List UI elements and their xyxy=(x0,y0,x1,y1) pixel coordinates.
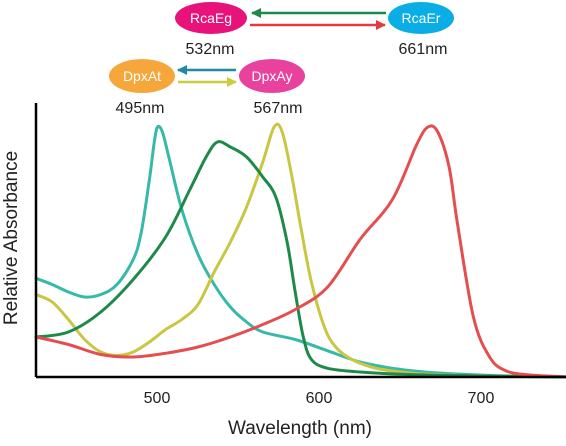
x-tick-label-700: 700 xyxy=(468,390,495,407)
dpxay-badge xyxy=(239,59,305,93)
series-line-rcaer xyxy=(34,124,566,379)
series-line-dpxay xyxy=(34,122,566,379)
series-line-rcaeg xyxy=(34,140,566,379)
rcaer-wavelength-label: 661nm xyxy=(399,41,448,58)
rca-annotation: RcaEg 532nm RcaEr 661nm xyxy=(175,2,454,58)
y-axis-label: Relative Absorbance xyxy=(1,151,22,325)
series-line-dpxat xyxy=(34,124,566,379)
dpxat-badge xyxy=(109,59,175,93)
rcaer-badge xyxy=(388,2,454,34)
x-axis-label: Wavelength (nm) xyxy=(228,418,372,439)
dpxat-wavelength-label: 495nm xyxy=(116,100,165,117)
dpxat-badge-label: DpxAt xyxy=(123,68,161,84)
rcaer-badge-label: RcaEr xyxy=(402,10,441,26)
dpx-annotation: DpxAt 495nm DpxAy 567nm xyxy=(109,59,305,117)
series-layer xyxy=(34,122,566,379)
dpxay-badge-label: DpxAy xyxy=(252,68,293,84)
dpxay-wavelength-label: 567nm xyxy=(254,100,303,117)
rcaeg-badge-label: RcaEg xyxy=(190,10,232,26)
rcaeg-badge xyxy=(175,2,247,34)
rcaeg-wavelength-label: 532nm xyxy=(186,41,235,58)
x-tick-label-500: 500 xyxy=(144,390,171,407)
x-tick-label-600: 600 xyxy=(306,390,333,407)
